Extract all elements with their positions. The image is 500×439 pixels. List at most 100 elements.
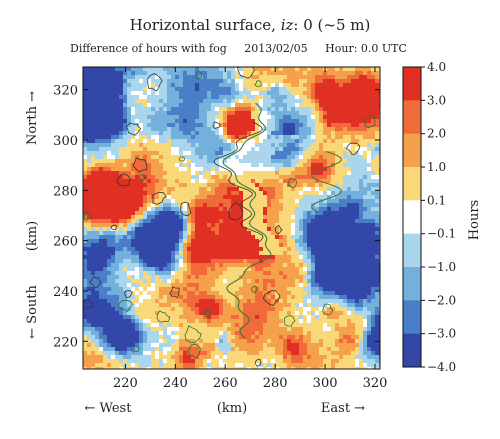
heat-cell bbox=[143, 323, 148, 328]
heat-cell bbox=[279, 239, 284, 244]
heat-cell bbox=[343, 83, 348, 88]
heat-cell bbox=[207, 219, 212, 224]
heat-cell bbox=[303, 327, 308, 332]
heat-cell bbox=[171, 199, 176, 204]
heat-cell bbox=[131, 111, 136, 116]
subtitle-label: Difference of hours with fog bbox=[70, 42, 227, 55]
heat-cell bbox=[147, 115, 152, 120]
heat-cell bbox=[255, 231, 260, 236]
heat-cell bbox=[191, 67, 196, 72]
heat-cell bbox=[331, 307, 336, 312]
heat-cell bbox=[155, 279, 160, 284]
heat-cell bbox=[131, 83, 136, 88]
heat-cell bbox=[287, 71, 292, 76]
heat-cell bbox=[323, 235, 328, 240]
heat-cell bbox=[231, 247, 236, 252]
heat-cell bbox=[255, 247, 260, 252]
heat-cell bbox=[111, 187, 116, 192]
heat-cell bbox=[271, 123, 276, 128]
heat-cell bbox=[143, 211, 148, 216]
heat-cell bbox=[91, 91, 96, 96]
heat-cell bbox=[131, 67, 136, 72]
heat-cell bbox=[215, 131, 220, 136]
heat-cell bbox=[315, 171, 320, 176]
heat-cell bbox=[319, 71, 324, 76]
heat-cell bbox=[247, 287, 252, 292]
heat-cell bbox=[167, 79, 172, 84]
heat-cell bbox=[367, 315, 372, 320]
heat-cell bbox=[179, 243, 184, 248]
heat-cell bbox=[167, 163, 172, 168]
heat-cell bbox=[283, 327, 288, 332]
heat-cell bbox=[223, 215, 228, 220]
heat-cell bbox=[147, 67, 152, 72]
heat-cell bbox=[187, 103, 192, 108]
heat-cell bbox=[307, 187, 312, 192]
heat-cell bbox=[347, 75, 352, 80]
heat-cell bbox=[295, 143, 300, 148]
heat-cell bbox=[247, 267, 252, 272]
heat-cell bbox=[375, 175, 380, 180]
heat-cell bbox=[327, 155, 332, 160]
heat-cell bbox=[135, 123, 140, 128]
heat-cell bbox=[339, 319, 344, 324]
heat-cell bbox=[135, 259, 140, 264]
heat-cell bbox=[279, 255, 284, 260]
heat-cell bbox=[243, 227, 248, 232]
heat-cell bbox=[207, 319, 212, 324]
heat-cell bbox=[203, 287, 208, 292]
heat-cell bbox=[303, 191, 308, 196]
heat-cell bbox=[307, 271, 312, 276]
heat-cell bbox=[143, 279, 148, 284]
heat-cell bbox=[207, 99, 212, 104]
heat-cell bbox=[323, 307, 328, 312]
heat-cell bbox=[223, 255, 228, 260]
heat-cell bbox=[211, 323, 216, 328]
heat-cell bbox=[147, 91, 152, 96]
heat-cell bbox=[291, 247, 296, 252]
heat-cell bbox=[171, 155, 176, 160]
heat-cell bbox=[355, 163, 360, 168]
heat-cell bbox=[335, 83, 340, 88]
heat-cell bbox=[195, 267, 200, 272]
heat-cell bbox=[367, 327, 372, 332]
heat-cell bbox=[359, 147, 364, 152]
heat-cell bbox=[267, 259, 272, 264]
heat-cell bbox=[355, 91, 360, 96]
heat-cell bbox=[183, 95, 188, 100]
heat-cell bbox=[167, 307, 172, 312]
heat-cell bbox=[95, 79, 100, 84]
heat-cell bbox=[207, 179, 212, 184]
heat-cell bbox=[367, 143, 372, 148]
heat-cell bbox=[243, 283, 248, 288]
heat-cell bbox=[311, 291, 316, 296]
heat-cell bbox=[323, 195, 328, 200]
heat-cell bbox=[255, 271, 260, 276]
heat-cell bbox=[119, 199, 124, 204]
heat-cell bbox=[219, 163, 224, 168]
heat-cell bbox=[275, 239, 280, 244]
heat-cell bbox=[231, 255, 236, 260]
heat-cell bbox=[311, 251, 316, 256]
heat-cell bbox=[155, 199, 160, 204]
heat-cell bbox=[111, 87, 116, 92]
heat-cell bbox=[151, 99, 156, 104]
heat-cell bbox=[231, 79, 236, 84]
heat-cell bbox=[143, 67, 148, 72]
heat-cell bbox=[183, 211, 188, 216]
heat-cell bbox=[259, 251, 264, 256]
heat-cell bbox=[195, 107, 200, 112]
heat-cell bbox=[151, 75, 156, 80]
heat-cell bbox=[315, 139, 320, 144]
heat-cell bbox=[195, 287, 200, 292]
heat-cell bbox=[103, 327, 108, 332]
heat-cell bbox=[259, 279, 264, 284]
heat-cell bbox=[107, 307, 112, 312]
heat-cell bbox=[255, 215, 260, 220]
heat-cell bbox=[339, 211, 344, 216]
heat-cell bbox=[283, 111, 288, 116]
heat-cell bbox=[175, 83, 180, 88]
heat-cell bbox=[179, 247, 184, 252]
heat-cell bbox=[171, 255, 176, 260]
heat-cell bbox=[251, 155, 256, 160]
